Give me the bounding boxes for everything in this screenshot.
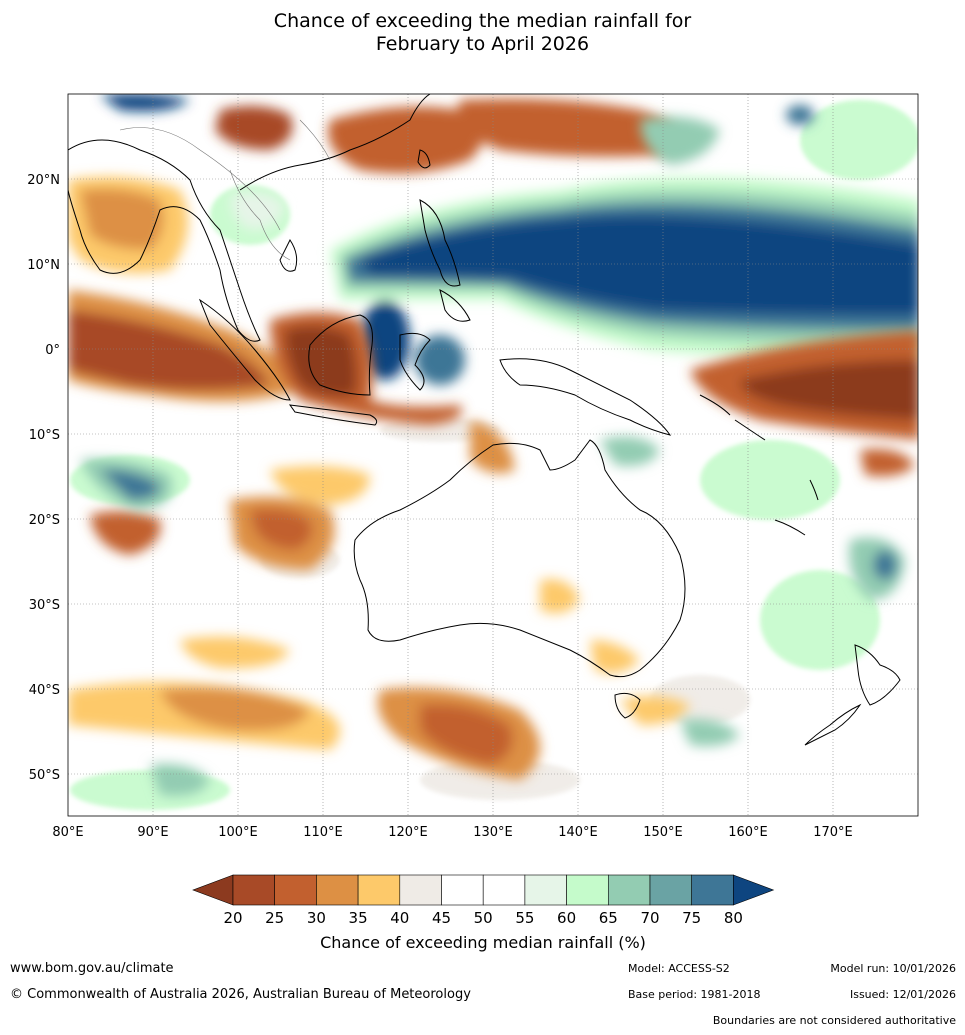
colorbar-tick-label: 60 (557, 909, 576, 927)
colorbar-segment (441, 874, 484, 906)
lat-tick-label: 10°N (27, 258, 60, 273)
latitude-labels: 20°N 10°N 0° 10°S 20°S 30°S 40°S 50°S (27, 173, 60, 783)
colorbar-tick-label: 25 (265, 909, 284, 927)
lon-tick-label: 170°E (813, 825, 853, 840)
lon-tick-label: 160°E (728, 825, 768, 840)
lon-tick-label: 110°E (303, 825, 343, 840)
map-title-line-1: Chance of exceeding the median rainfall … (273, 10, 692, 32)
colorbar-segment (691, 874, 734, 906)
lon-tick-label: 90°E (137, 825, 168, 840)
model-run-date: Model run: 10/01/2026 (830, 962, 956, 975)
lat-tick-label: 10°S (29, 428, 60, 443)
lat-tick-label: 30°S (29, 598, 60, 613)
issued-date: Issued: 12/01/2026 (849, 988, 956, 1001)
lat-tick-label: 20°S (29, 513, 60, 528)
colorbar-tick-label: 30 (307, 909, 326, 927)
colorbar-extend-high (733, 874, 775, 906)
colorbar-segment (482, 874, 526, 906)
map-title-line-2: February to April 2026 (375, 33, 590, 55)
graticule (68, 94, 918, 816)
boundaries-disclaimer: Boundaries are not considered authoritat… (712, 1014, 956, 1027)
longitude-labels: 80°E 90°E 100°E 110°E 120°E 130°E 140°E 150°E 16… (52, 825, 852, 840)
lat-tick-label: 0° (45, 343, 60, 358)
colorbar-extend-low (192, 874, 234, 906)
base-period: Base period: 1981-2018 (628, 988, 761, 1001)
rainfall-probability-field (68, 94, 918, 816)
lat-tick-label: 40°S (29, 683, 60, 698)
website-link[interactable]: www.bom.gov.au/climate (10, 961, 174, 976)
colorbar-title: Chance of exceeding median rainfall (%) (320, 933, 646, 952)
colorbar-segment (566, 874, 609, 906)
colorbar-tick-label: 40 (390, 909, 409, 927)
lon-tick-label: 100°E (218, 825, 258, 840)
lat-tick-label: 50°S (29, 768, 60, 783)
colorbar-segment (357, 874, 401, 906)
lat-tick-label: 20°N (27, 173, 60, 188)
colorbar-tick-label: 35 (349, 909, 368, 927)
colorbar-tick-label: 50 (474, 909, 493, 927)
colorbar-segment (607, 874, 651, 906)
lon-tick-label: 150°E (643, 825, 683, 840)
colorbar-segment (399, 874, 442, 906)
map-area: 20°N 10°N 0° 10°S 20°S 30°S 40°S 50°S 80°E 90°E 1… (27, 93, 919, 952)
map-frame (67, 93, 919, 817)
colorbar-tick-label: 70 (640, 909, 659, 927)
colorbar-tick-label: 75 (682, 909, 701, 927)
colorbar: 20 25 30 35 40 45 50 55 60 65 70 75 80 Chance of exce… (192, 874, 775, 952)
lon-tick-label: 140°E (558, 825, 598, 840)
forecast-map: 20°N 10°N 0° 10°S 20°S 30°S 40°S 50°S 80°E 90°E 1… (27, 93, 919, 952)
colorbar-tick-label: 55 (515, 909, 534, 927)
colorbar-segment (316, 874, 359, 906)
colorbar-segment (524, 874, 567, 906)
colorbar-tick-label: 20 (223, 909, 242, 927)
model-name: Model: ACCESS-S2 (628, 962, 730, 975)
lon-tick-label: 130°E (473, 825, 513, 840)
colorbar-segment (649, 874, 693, 906)
coastlines (68, 94, 901, 746)
colorbar-segment (274, 874, 317, 906)
copyright-text: © Commonwealth of Australia 2026, Austra… (10, 987, 471, 1002)
colorbar-segment (232, 874, 276, 906)
lon-tick-label: 80°E (52, 825, 83, 840)
colorbar-tick-label: 45 (432, 909, 451, 927)
map-title: Chance of exceeding the median rainfall … (0, 10, 965, 56)
colorbar-tick-label: 65 (599, 909, 618, 927)
lon-tick-label: 120°E (388, 825, 428, 840)
colorbar-tick-label: 80 (724, 909, 743, 927)
